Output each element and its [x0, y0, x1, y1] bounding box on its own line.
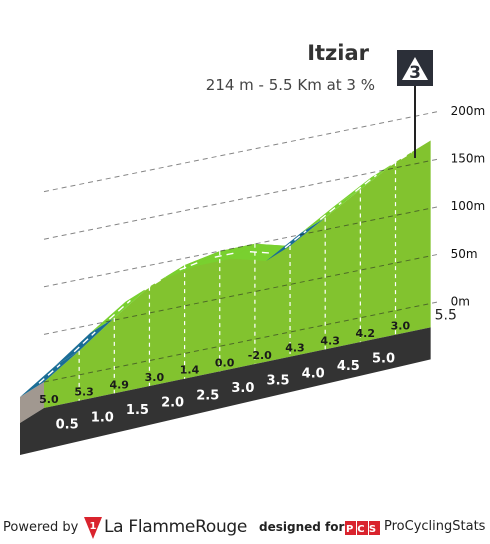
- km-label: 1.5: [126, 403, 149, 418]
- gradient-label: 3.0: [391, 320, 411, 333]
- profile-area: [20, 140, 431, 455]
- gradient-label: 4.3: [320, 334, 340, 347]
- climb-marker: 3: [397, 50, 433, 158]
- footer: Powered by 1 La FlammeRouge designed for…: [0, 516, 490, 540]
- center-dash-line: [249, 251, 272, 254]
- top-band-segment: [160, 251, 220, 281]
- top-band-segment: [230, 243, 291, 261]
- procyclingstats-link[interactable]: ProCyclingStats: [384, 519, 486, 534]
- altitude-tick-label: 0m: [451, 294, 470, 308]
- profile-face: [44, 140, 431, 409]
- side-face: [20, 382, 44, 423]
- pcs-logo-icon: PCS: [345, 521, 380, 535]
- center-dash-line: [179, 260, 201, 271]
- km-label: 3.0: [231, 381, 254, 396]
- chart-labels: 0m 50m 100m 150m 200m 5.0 5.3 4.9 3.0 1.4 0.0 -2.0 4…: [39, 104, 485, 433]
- grid: [43, 110, 441, 401]
- pcs-logo-box-s: [369, 521, 380, 535]
- base-bar: [20, 327, 431, 455]
- pcs-logo-letters: PCS: [346, 524, 380, 535]
- gradient-label: 4.2: [356, 327, 376, 340]
- grid-line: [43, 300, 441, 383]
- gradient-label: 1.4: [180, 364, 200, 377]
- climb-name: Itziar: [307, 41, 369, 65]
- grid-line: [43, 205, 441, 288]
- km-label: 2.0: [161, 396, 184, 411]
- grid-line: [43, 158, 441, 240]
- gradient-label: -2.0: [248, 349, 272, 362]
- km-label: 3.5: [267, 374, 290, 389]
- gradient-label: 3.0: [145, 371, 165, 384]
- grid-line: [43, 253, 441, 335]
- km-label: 5.0: [372, 352, 395, 367]
- km-label: 1.0: [91, 410, 114, 425]
- gradient-label: 0.0: [215, 356, 235, 369]
- altitude-tick-label: 150m: [451, 152, 486, 166]
- km-label: 0.5: [56, 418, 79, 433]
- powered-by-label: Powered by: [3, 520, 79, 535]
- climb-info: 214 m - 5.5 Km at 3 %: [206, 76, 375, 94]
- gradient-label: 5.0: [39, 393, 59, 406]
- center-dash-line: [38, 364, 61, 384]
- center-dash-line: [144, 276, 166, 291]
- gradient-label: 5.3: [74, 386, 94, 399]
- center-dash-line: [108, 299, 131, 320]
- km-label: 4.5: [337, 359, 360, 374]
- center-dash-line: [319, 202, 342, 221]
- center-dash-line: [73, 331, 96, 353]
- pcs-logo-box-p: [345, 521, 356, 535]
- flamme-rouge-triangle: [84, 517, 102, 539]
- end-km-label: 5.5: [435, 307, 457, 323]
- km-label: 2.5: [196, 388, 219, 403]
- center-dash-line: [284, 230, 307, 249]
- category-label: 3: [409, 63, 421, 83]
- flamme-rouge-icon: 1: [84, 517, 102, 539]
- grid-line: [43, 110, 441, 193]
- top-band-segment: [195, 243, 255, 267]
- altitude-tick-label: 100m: [451, 199, 486, 213]
- center-dash-line: [390, 151, 412, 166]
- flamme-rouge-number: 1: [90, 521, 97, 532]
- gradient-label: 4.3: [285, 342, 305, 355]
- altitude-tick-label: 200m: [451, 104, 486, 118]
- pcs-logo-box-c: [357, 521, 368, 535]
- km-label: 4.0: [302, 366, 325, 381]
- center-dash-line: [214, 252, 237, 258]
- designed-for-label: designed for: [259, 520, 345, 534]
- altitude-tick-label: 50m: [451, 247, 478, 261]
- center-dash-line: [354, 174, 377, 193]
- category-triangle-icon: [402, 57, 428, 80]
- gradient-label: 4.9: [109, 378, 129, 391]
- flamme-rouge-link[interactable]: La FlammeRouge: [104, 517, 248, 537]
